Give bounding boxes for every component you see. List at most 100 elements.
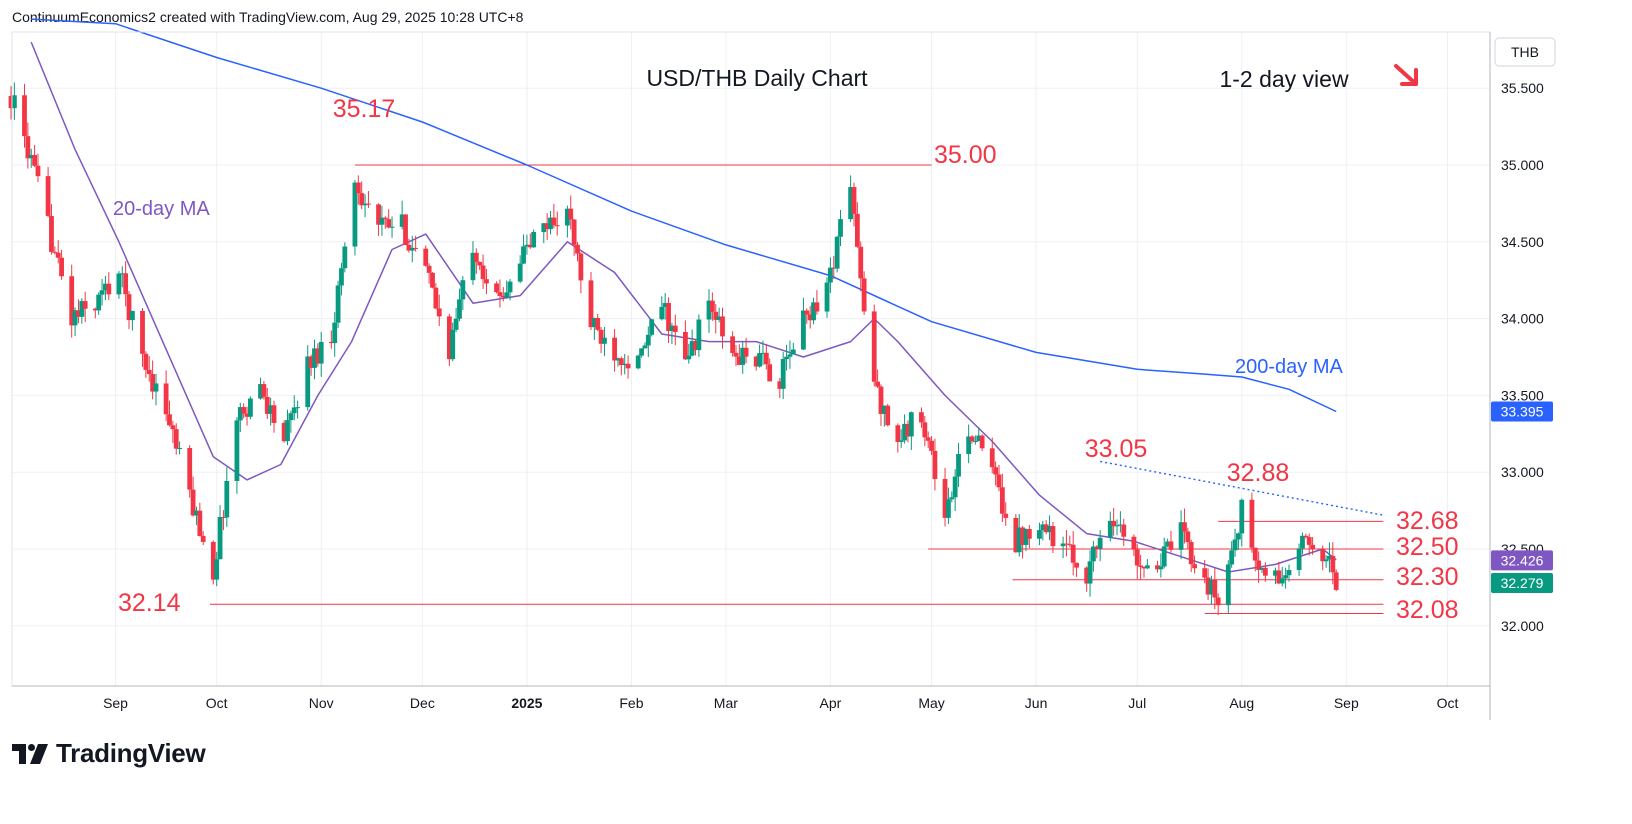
candle-body [271, 405, 277, 423]
candle-body [504, 292, 510, 298]
candle-body [908, 412, 914, 437]
candle-body [379, 217, 385, 225]
x-tick-label: Feb [619, 695, 643, 711]
candle-body [1067, 544, 1073, 546]
level-label: 32.08 [1396, 596, 1459, 624]
candle-body [706, 300, 712, 320]
candle-body [1178, 522, 1184, 550]
candle-body [312, 348, 317, 368]
candle-body [1330, 555, 1336, 573]
candle-body [878, 386, 884, 414]
level-label: 32.14 [118, 589, 181, 617]
candle-body [740, 347, 746, 365]
candle-body [709, 300, 715, 312]
candle-body [979, 435, 985, 449]
price-badge [1491, 550, 1553, 571]
candle-body [952, 476, 958, 498]
candle-body [595, 317, 601, 330]
candle-body [291, 407, 297, 414]
candle-body [615, 358, 621, 361]
candle-body [177, 448, 182, 450]
candle-body [895, 425, 901, 442]
candle-body [32, 155, 38, 166]
candle-body [1283, 575, 1289, 579]
y-tick-label: 35.500 [1501, 80, 1544, 96]
chart-title: USD/THB Daily Chart [646, 65, 868, 91]
candle-body [956, 454, 961, 477]
candle-body [1320, 548, 1326, 562]
candle-body [460, 280, 466, 300]
currency-label: THB [1511, 44, 1539, 60]
candle-body [82, 301, 88, 309]
candle-body [578, 253, 584, 281]
candle-body [622, 363, 628, 366]
candle-body [153, 383, 159, 392]
tradingview-logo[interactable]: TradingView [12, 738, 206, 769]
candle-body [666, 302, 671, 332]
candle-body [342, 246, 348, 269]
candle-body [99, 290, 105, 295]
candle-body [433, 287, 439, 309]
candle-body [760, 352, 766, 354]
x-tick-label: Oct [206, 695, 228, 711]
candle-body [1236, 533, 1241, 540]
candle-body [625, 363, 631, 369]
candle-body [905, 423, 911, 437]
price-annotation: 33.05 [1085, 435, 1148, 463]
candle-body [187, 448, 193, 490]
candle-body [446, 316, 452, 360]
candle-body [1256, 560, 1262, 570]
candle-body [413, 247, 419, 249]
candle-body [861, 278, 867, 312]
down-right-arrow-icon [1394, 64, 1418, 86]
candle-body [146, 369, 152, 375]
level-label: 35.00 [934, 141, 997, 169]
candle-body [1259, 567, 1265, 570]
candle-body [1286, 569, 1292, 576]
candle-body [521, 246, 526, 264]
x-tick-label: Jun [1025, 695, 1048, 711]
candle-body [406, 245, 412, 251]
ma200-path [31, 18, 1337, 413]
candle-body [69, 276, 75, 326]
candle-body [645, 334, 651, 346]
candle-body [1043, 524, 1049, 533]
candle-body [885, 405, 891, 426]
candle-body [659, 306, 665, 320]
candle-body [780, 359, 786, 389]
candle-body [1060, 543, 1066, 547]
candle-body [480, 265, 486, 280]
candle-body [214, 559, 220, 580]
x-tick-label: Sep [103, 695, 128, 711]
candle-body [244, 413, 250, 417]
y-tick-label: 33.000 [1501, 464, 1544, 480]
level-label: 32.30 [1396, 563, 1459, 591]
candle-body [564, 208, 570, 226]
candle-body [150, 374, 156, 392]
candle-body [848, 187, 854, 220]
x-tick-label: Apr [819, 695, 841, 711]
candle-body [197, 510, 203, 536]
candle-body [831, 267, 837, 269]
candle-body [1165, 541, 1170, 547]
candle-body [693, 341, 698, 351]
candle-body [1016, 527, 1022, 553]
candle-body [167, 414, 172, 426]
candle-body [352, 182, 358, 247]
candle-body [285, 420, 290, 442]
candle-body [531, 232, 537, 248]
annotations: USD/THB Daily Chart 1-2 day view 20-day MA… [113, 64, 1553, 624]
candle-body [804, 310, 810, 315]
candle-body [140, 310, 145, 354]
x-tick-label: Sep [1334, 695, 1359, 711]
view-label: 1-2 day view [1219, 66, 1349, 92]
candle-body [662, 302, 668, 307]
candle-body [571, 219, 577, 245]
candle-body [588, 280, 594, 328]
candle-body [221, 516, 226, 518]
candle-body [1262, 567, 1268, 576]
candle-body [689, 341, 695, 356]
candle-body [1117, 524, 1123, 526]
candle-body [1121, 524, 1127, 537]
